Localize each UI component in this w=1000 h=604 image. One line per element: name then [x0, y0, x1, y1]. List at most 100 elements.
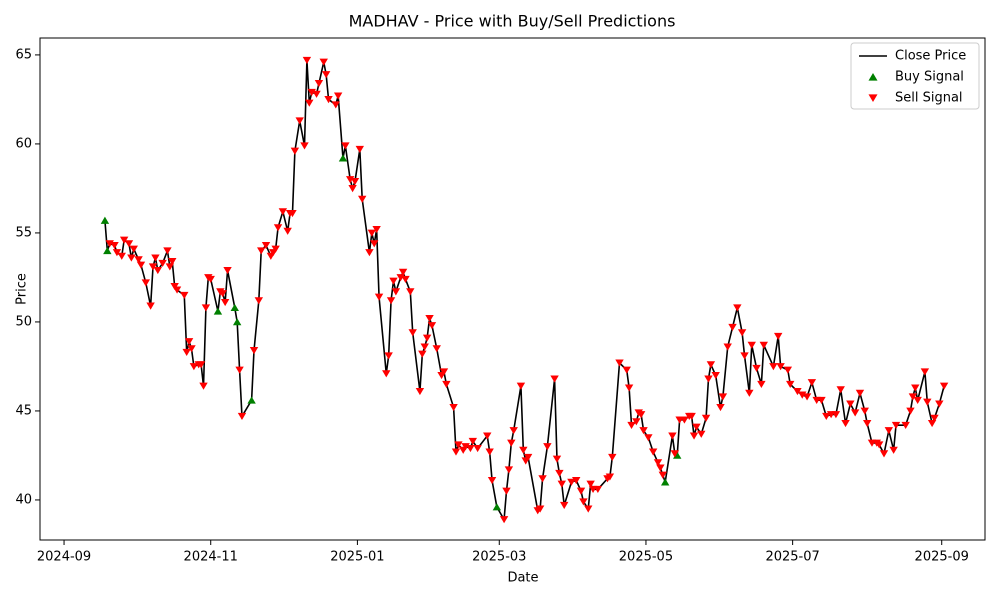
sell-marker: [906, 407, 915, 415]
sell-marker: [701, 414, 711, 422]
buy-marker: [232, 318, 242, 326]
sell-marker: [627, 421, 636, 429]
sell-marker: [432, 345, 441, 353]
x-tick-label: 2024-11: [184, 550, 238, 565]
sell-marker: [889, 446, 898, 454]
sell-marker: [172, 286, 182, 294]
sell-marker: [415, 387, 425, 396]
sell-marker: [283, 227, 292, 235]
sell-marker: [572, 477, 581, 485]
sell-marker: [697, 430, 706, 438]
x-axis-label: Date: [507, 571, 538, 586]
sell-marker: [134, 256, 143, 264]
sell-marker: [692, 423, 701, 431]
sell-marker: [321, 71, 331, 79]
sell-marker: [324, 96, 333, 104]
y-axis-label: Price: [15, 273, 30, 305]
y-tick-label: 50: [15, 314, 32, 329]
sell-marker: [855, 389, 865, 397]
sell-marker: [817, 396, 826, 405]
sell-marker: [920, 368, 930, 376]
sell-marker: [576, 487, 586, 495]
sell-marker: [884, 427, 894, 435]
sell-marker: [401, 275, 410, 283]
sell-marker: [831, 411, 841, 419]
sell-marker: [425, 315, 434, 323]
sell-marker: [254, 297, 264, 305]
sell-marker: [802, 393, 812, 401]
sell-marker: [451, 448, 461, 456]
sell-marker: [793, 387, 802, 396]
sell-marker: [312, 90, 321, 98]
sell-marker: [196, 361, 206, 369]
sell-marker: [608, 453, 617, 462]
sell-marker: [367, 229, 377, 237]
sell-marker: [908, 393, 918, 401]
sell-marker: [624, 384, 634, 392]
sell-marker: [615, 359, 624, 367]
sell-marker: [584, 505, 593, 513]
sell-marker: [783, 366, 793, 374]
sell-marker: [257, 247, 266, 255]
legend-marker: [868, 72, 878, 81]
buy-marker: [230, 303, 239, 312]
sell-marker: [370, 240, 379, 248]
sell-marker: [168, 258, 177, 266]
sell-marker: [653, 459, 663, 467]
sell-marker: [442, 380, 451, 389]
sell-marker: [483, 432, 492, 440]
sell-marker: [220, 298, 230, 307]
sell-marker: [913, 396, 922, 405]
buy-marker: [213, 307, 223, 315]
y-tick-label: 65: [15, 47, 32, 62]
sell-marker: [935, 400, 944, 408]
sell-marker: [836, 386, 845, 394]
sell-marker: [473, 444, 482, 453]
sell-marker: [127, 254, 136, 262]
sell-marker: [341, 142, 350, 150]
sell-marker: [516, 382, 526, 390]
sell-marker: [237, 412, 247, 421]
sell-marker: [862, 420, 872, 428]
sell-marker: [555, 469, 564, 478]
x-tick-label: 2024-09: [37, 550, 91, 565]
sell-marker: [786, 380, 795, 389]
sell-marker: [535, 505, 545, 513]
x-tick-label: 2025-07: [765, 550, 819, 565]
sell-marker: [372, 226, 381, 234]
sell-marker: [295, 117, 304, 125]
sell-marker: [278, 208, 288, 216]
x-tick-label: 2025-05: [619, 550, 673, 565]
sell-marker: [261, 242, 271, 250]
sell-marker: [891, 421, 901, 429]
sell-marker: [504, 466, 514, 474]
sell-marker: [774, 332, 783, 340]
sell-marker: [930, 414, 939, 422]
sell-marker: [300, 142, 309, 150]
sell-marker: [112, 249, 122, 257]
sell-marker: [406, 288, 415, 296]
sell-marker: [737, 329, 747, 337]
sell-marker: [519, 446, 528, 454]
sell-marker: [398, 268, 408, 276]
sell-marker: [365, 249, 374, 257]
sell-marker: [923, 398, 932, 406]
y-tick-label: 55: [15, 225, 32, 240]
sell-marker: [874, 441, 884, 449]
sell-marker: [706, 361, 716, 369]
sell-marker: [586, 480, 595, 488]
sell-marker: [119, 236, 129, 244]
sell-marker: [670, 450, 680, 458]
sell-marker: [733, 304, 742, 312]
sell-marker: [333, 92, 343, 100]
sell-marker: [129, 245, 138, 253]
sell-marker: [466, 444, 475, 453]
sell-marker: [509, 427, 518, 435]
sell-marker: [632, 418, 641, 426]
sell-marker: [449, 404, 458, 412]
sell-marker: [235, 366, 244, 374]
sell-marker: [850, 409, 860, 417]
sell-marker: [728, 323, 737, 332]
sell-marker: [723, 343, 732, 351]
sell-marker: [636, 411, 646, 419]
